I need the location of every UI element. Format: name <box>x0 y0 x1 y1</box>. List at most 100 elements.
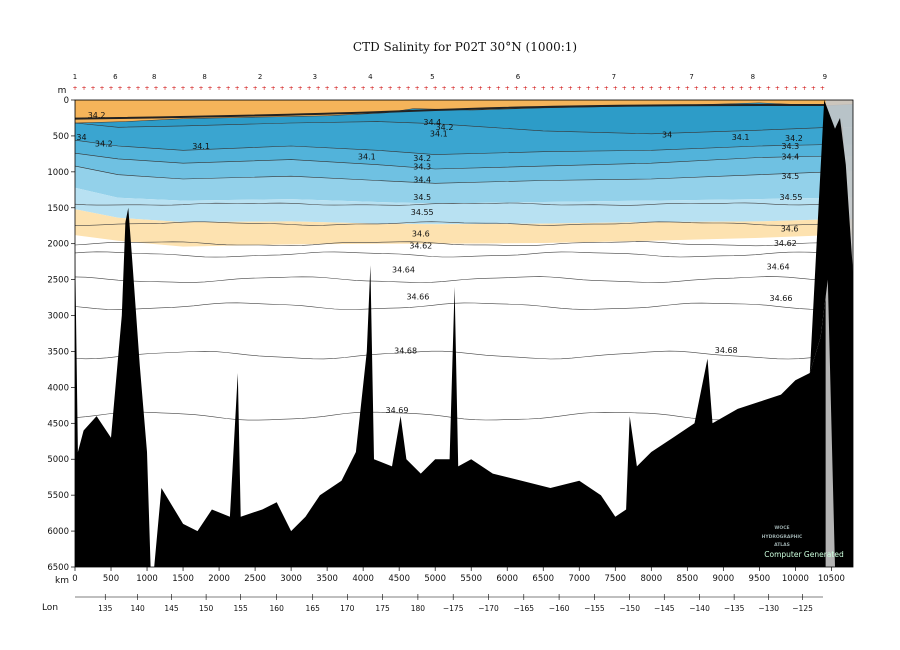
station-tick: + <box>325 85 330 92</box>
station-tick: + <box>99 85 104 92</box>
distance-unit-label: km <box>55 576 69 586</box>
station-tick: + <box>217 85 222 92</box>
contour-label: 34.2 <box>88 111 106 120</box>
station-tick: + <box>424 85 429 92</box>
station-label: 6 <box>516 73 521 81</box>
distance-tick-label: 10500 <box>818 574 845 584</box>
watermark-line3: ATLAS <box>774 542 790 548</box>
station-tick: + <box>109 85 114 92</box>
longitude-tick-label: 140 <box>131 604 146 613</box>
station-tick: + <box>676 85 681 92</box>
station-tick: + <box>757 85 762 92</box>
station-tick: + <box>631 85 636 92</box>
contour-label: 34.5 <box>413 193 431 202</box>
station-tick: + <box>496 85 501 92</box>
distance-tick-label: 9500 <box>749 574 771 584</box>
station-tick: + <box>649 85 654 92</box>
station-tick: + <box>433 85 438 92</box>
contour-label: 34.1 <box>732 133 750 142</box>
depth-tick-label: 4500 <box>47 419 69 429</box>
station-tick: + <box>595 85 600 92</box>
station-tick: + <box>487 85 492 92</box>
depth-tick-label: 2000 <box>47 240 69 250</box>
station-tick: + <box>784 85 789 92</box>
station-tick: + <box>72 85 77 92</box>
upper-contour-2 <box>75 152 832 170</box>
station-label: 9 <box>823 73 827 81</box>
station-tick: + <box>721 85 726 92</box>
longitude-tick-label: −175 <box>443 604 464 613</box>
station-tick: + <box>181 85 186 92</box>
contour-label: 34.4 <box>423 118 441 127</box>
upper-contour-0 <box>75 121 832 135</box>
station-markers: + + + + + + + + + + + + + + + + + + + + + + + + + + + + + + + + + + + + + + + +… <box>72 73 827 92</box>
salinity-band-1 <box>75 121 853 155</box>
longitude-tick-label: −145 <box>654 604 675 613</box>
station-tick: + <box>550 85 555 92</box>
contour-label: 34.62 <box>774 239 797 248</box>
contour-labels: 34.2 34.134.1 34.234.334.434.534.5534.634.… <box>76 111 802 415</box>
depth-tick-label: 5000 <box>47 455 69 465</box>
distance-tick-label: 6500 <box>532 574 554 584</box>
contour-line-34.66 <box>75 302 832 310</box>
station-tick: + <box>145 85 150 92</box>
contour-label: 34.4 <box>413 176 431 185</box>
station-tick: + <box>379 85 384 92</box>
station-tick: + <box>577 85 582 92</box>
station-tick: + <box>820 85 825 92</box>
station-tick: + <box>361 85 366 92</box>
contour-label: 34.62 <box>409 242 432 251</box>
longitude-tick-label: 150 <box>199 604 214 613</box>
station-label: 8 <box>152 73 156 81</box>
station-tick: + <box>451 85 456 92</box>
station-tick: + <box>514 85 519 92</box>
depth-tick-label: 4000 <box>47 383 69 393</box>
distance-tick-label: 4500 <box>388 574 410 584</box>
longitude-tick-label: −125 <box>792 604 813 613</box>
station-tick: + <box>460 85 465 92</box>
contour-label: 34.1 <box>430 130 448 139</box>
station-tick: + <box>271 85 276 92</box>
depth-tick-label: 0 <box>64 96 69 106</box>
station-tick: + <box>586 85 591 92</box>
station-tick: + <box>802 85 807 92</box>
contour-label: 34.6 <box>781 225 799 234</box>
station-tick: + <box>658 85 663 92</box>
contour-label: 34.64 <box>767 263 790 272</box>
watermark-line4: Computer Generated <box>764 550 844 559</box>
distance-tick-label: 8500 <box>676 574 698 584</box>
station-tick: + <box>244 85 249 92</box>
contour-line-34.5 <box>75 202 832 206</box>
longitude-tick-label: −170 <box>478 604 499 613</box>
contour-label: 34.1 <box>358 153 376 162</box>
station-tick: + <box>622 85 627 92</box>
contour-label: 34.3 <box>781 142 799 151</box>
station-tick: + <box>559 85 564 92</box>
contour-label: 34.2 <box>95 140 113 149</box>
station-tick: + <box>397 85 402 92</box>
plot-frame <box>74 99 854 568</box>
station-tick: + <box>667 85 672 92</box>
contour-label: 34.66 <box>406 293 429 302</box>
station-tick: + <box>172 85 177 92</box>
depth-axis: 0 500 1000 1500 2000 2500 3000 3500 4000 4500 5000… <box>47 96 75 573</box>
salinity-band-4 <box>75 166 853 204</box>
station-tick: + <box>739 85 744 92</box>
distance-axis: 0 500 1000 1500 2000 2500 3000 3500 4000 4500 5000… <box>72 567 845 584</box>
contour-label: 34.1 <box>192 142 210 151</box>
longitude-axis: 135 140 145 150 155 160 165 170 175 180 −175 −170 −1… <box>75 594 823 613</box>
station-tick: + <box>352 85 357 92</box>
station-tick: + <box>253 85 258 92</box>
depth-tick-label: 5500 <box>47 491 69 501</box>
contour-label: 34.68 <box>715 346 738 355</box>
station-tick: + <box>127 85 132 92</box>
distance-tick-label: 0 <box>72 574 77 584</box>
station-tick: + <box>136 85 141 92</box>
contour-line-34.62 <box>75 251 832 258</box>
distance-tick-label: 3000 <box>280 574 302 584</box>
longitude-tick-label: 180 <box>411 604 426 613</box>
longitude-tick-label: −150 <box>619 604 640 613</box>
station-label: 7 <box>612 73 616 81</box>
station-tick: + <box>280 85 285 92</box>
